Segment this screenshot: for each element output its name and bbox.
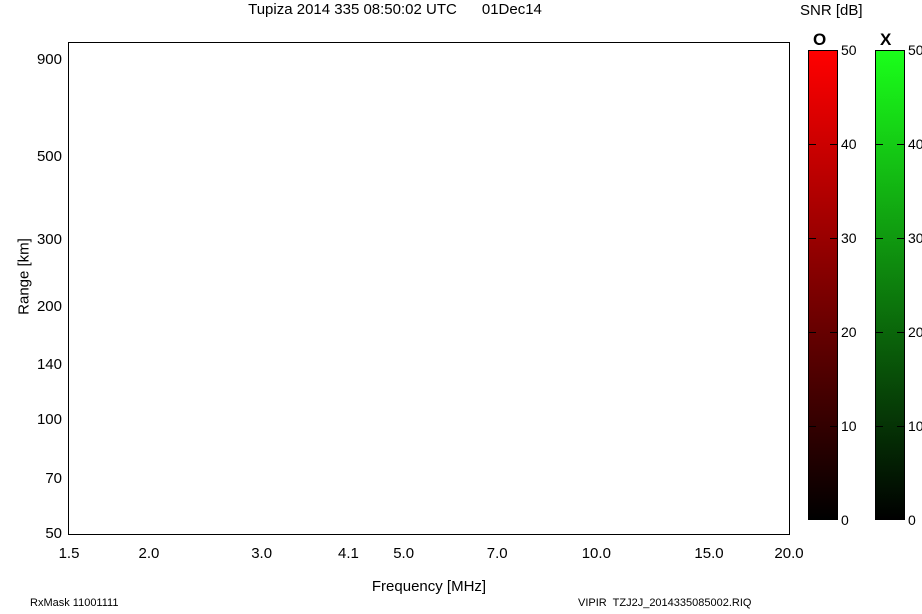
colorbar-x-tick-mark	[875, 238, 883, 239]
colorbar-x-tick-mark	[897, 144, 905, 145]
colorbar-x-tick-20: 20	[908, 324, 922, 340]
y-tick-900: 900	[36, 51, 62, 69]
x-tick-2: 2.0	[138, 545, 160, 562]
y-axis-tick-labels: 900 500 300 200 140 100 70 50	[0, 0, 62, 614]
colorbar-x-tick-0: 0	[908, 512, 916, 528]
colorbar-x-mode	[875, 50, 905, 520]
colorbar-x-tick-30: 30	[908, 230, 922, 246]
x-axis-title: Frequency [MHz]	[371, 578, 487, 595]
colorbar-x-tick-mark	[897, 332, 905, 333]
colorbar-o-tick-mark	[830, 144, 838, 145]
colorbar-o-tick-mark	[830, 238, 838, 239]
y-tick-500: 500	[36, 147, 62, 165]
x-tick-3: 3.0	[251, 545, 273, 562]
colorbar-o-tick-mark	[808, 332, 816, 333]
colorbar-o-tick-20: 20	[841, 324, 857, 340]
colorbar-x-tick-50: 50	[908, 42, 922, 58]
rxmask-label: RxMask 11001111	[30, 597, 119, 609]
plot-frame	[68, 42, 790, 535]
x-tick-7: 7.0	[486, 545, 508, 562]
colorbar-o-tick-50: 50	[841, 42, 857, 58]
y-axis-title: Range [km]	[15, 238, 33, 315]
colorbar-o-tick-mark	[830, 426, 838, 427]
x-tick-4-1: 4.1	[338, 545, 359, 562]
x-mode-label: X	[880, 30, 892, 49]
colorbar-o-mode	[808, 50, 838, 520]
y-tick-200: 200	[36, 297, 62, 315]
colorbar-x-tick-10: 10	[908, 418, 922, 434]
colorbar-title: SNR [dB]	[800, 2, 863, 19]
colorbar-o-tick-30: 30	[841, 230, 857, 246]
y-tick-70: 70	[45, 469, 62, 487]
colorbar-o-tick-mark	[808, 426, 816, 427]
colorbar-o-tick-mark	[830, 332, 838, 333]
colorbar-o-tick-mark	[808, 238, 816, 239]
y-tick-50: 50	[45, 525, 62, 542]
colorbar-x-tick-mark	[875, 426, 883, 427]
y-tick-100: 100	[36, 411, 62, 429]
colorbar-o-tick-40: 40	[841, 136, 857, 152]
x-tick-5: 5.0	[393, 545, 415, 562]
y-tick-140: 140	[36, 356, 62, 374]
x-tick-1-5: 1.5	[58, 545, 80, 562]
y-tick-300: 300	[36, 231, 62, 249]
colorbar-x-tick-mark	[875, 144, 883, 145]
x-tick-10: 10.0	[581, 545, 611, 562]
colorbar-x-tick-40: 40	[908, 136, 922, 152]
x-tick-20: 20.0	[774, 545, 804, 562]
colorbar-x-tick-mark	[897, 238, 905, 239]
o-mode-label: O	[813, 30, 827, 49]
colorbar-o-tick-mark	[808, 144, 816, 145]
colorbar-x-tick-mark	[897, 426, 905, 427]
page-title: Tupiza 2014 335 08:50:02 UTC 01Dec14	[248, 1, 542, 18]
x-tick-15: 15.0	[694, 545, 724, 562]
source-file-label: VIPIR TZJ2J_2014335085002.RIQ	[578, 597, 752, 609]
colorbar-x-tick-mark	[875, 332, 883, 333]
colorbar-o-tick-0: 0	[841, 512, 849, 528]
colorbar-o-tick-10: 10	[841, 418, 857, 434]
